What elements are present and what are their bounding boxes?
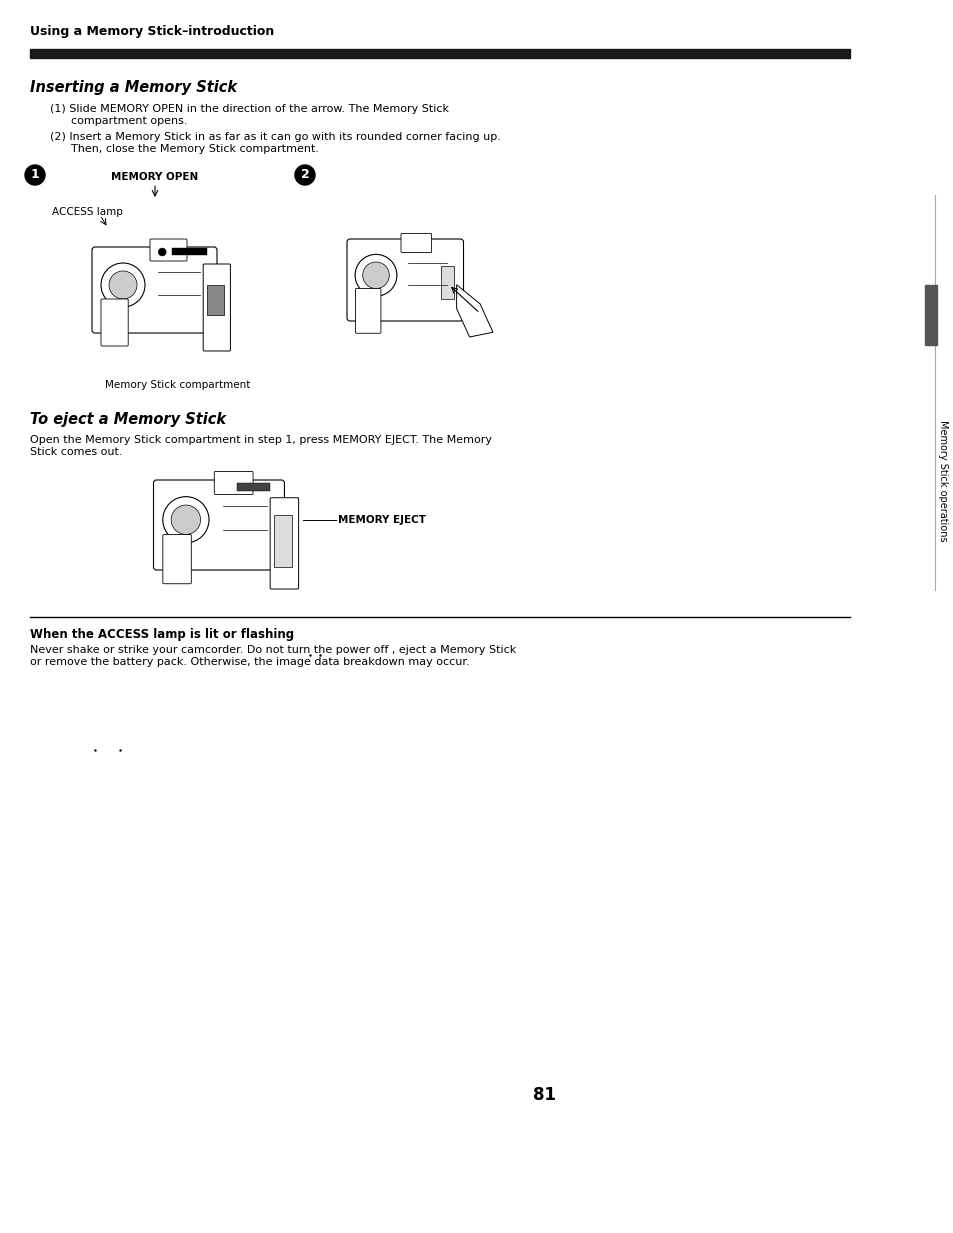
Circle shape [294, 165, 314, 185]
Text: 1: 1 [30, 169, 39, 181]
Text: (2) Insert a Memory Stick in as far as it can go with its rounded corner facing : (2) Insert a Memory Stick in as far as i… [50, 132, 500, 154]
Text: Inserting a Memory Stick: Inserting a Memory Stick [30, 80, 237, 95]
Text: MEMORY OPEN: MEMORY OPEN [112, 171, 198, 182]
Circle shape [163, 497, 209, 543]
Text: Memory Stick compartment: Memory Stick compartment [105, 380, 250, 390]
FancyBboxPatch shape [163, 534, 192, 583]
FancyBboxPatch shape [214, 471, 253, 494]
FancyBboxPatch shape [153, 480, 284, 570]
Bar [440, 266, 454, 298]
Text: 2: 2 [300, 169, 309, 181]
Circle shape [355, 254, 396, 296]
Text: To eject a Memory Stick: To eject a Memory Stick [30, 412, 226, 427]
Text: Memory Stick operations: Memory Stick operations [937, 420, 947, 541]
FancyBboxPatch shape [91, 247, 216, 333]
Circle shape [158, 248, 166, 256]
Text: Open the Memory Stick compartment in step 1, press MEMORY EJECT. The Memory
Stic: Open the Memory Stick compartment in ste… [30, 435, 492, 456]
FancyBboxPatch shape [270, 498, 298, 589]
Circle shape [25, 165, 45, 185]
FancyBboxPatch shape [400, 233, 431, 253]
Bar [30, 49, 849, 58]
Text: ACCESS lamp: ACCESS lamp [52, 207, 123, 217]
Polygon shape [456, 285, 493, 337]
Bar [924, 285, 936, 345]
Text: MEMORY EJECT: MEMORY EJECT [337, 515, 426, 525]
Text: When the ACCESS lamp is lit or flashing: When the ACCESS lamp is lit or flashing [30, 628, 294, 641]
Bar [172, 248, 207, 255]
Text: 81: 81 [533, 1086, 556, 1104]
FancyBboxPatch shape [203, 264, 231, 351]
Text: (1) Slide MEMORY OPEN in the direction of the arrow. The Memory Stick
      comp: (1) Slide MEMORY OPEN in the direction o… [50, 104, 449, 126]
FancyBboxPatch shape [355, 289, 380, 333]
Bar [207, 285, 224, 314]
Text: Never shake or strike your camcorder. Do not turn the power off , eject a Memory: Never shake or strike your camcorder. Do… [30, 645, 516, 667]
Bar [274, 514, 292, 567]
FancyBboxPatch shape [347, 239, 463, 321]
FancyBboxPatch shape [101, 298, 128, 346]
Circle shape [101, 263, 145, 307]
Bar [237, 483, 270, 492]
Circle shape [171, 506, 200, 534]
Text: Using a Memory Stick–introduction: Using a Memory Stick–introduction [30, 25, 274, 38]
Circle shape [109, 271, 137, 298]
FancyBboxPatch shape [150, 239, 187, 261]
Circle shape [362, 261, 389, 289]
